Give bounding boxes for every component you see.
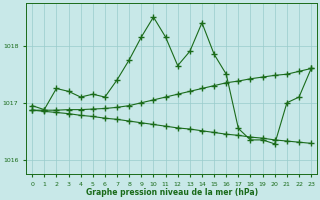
X-axis label: Graphe pression niveau de la mer (hPa): Graphe pression niveau de la mer (hPa) [85, 188, 258, 197]
